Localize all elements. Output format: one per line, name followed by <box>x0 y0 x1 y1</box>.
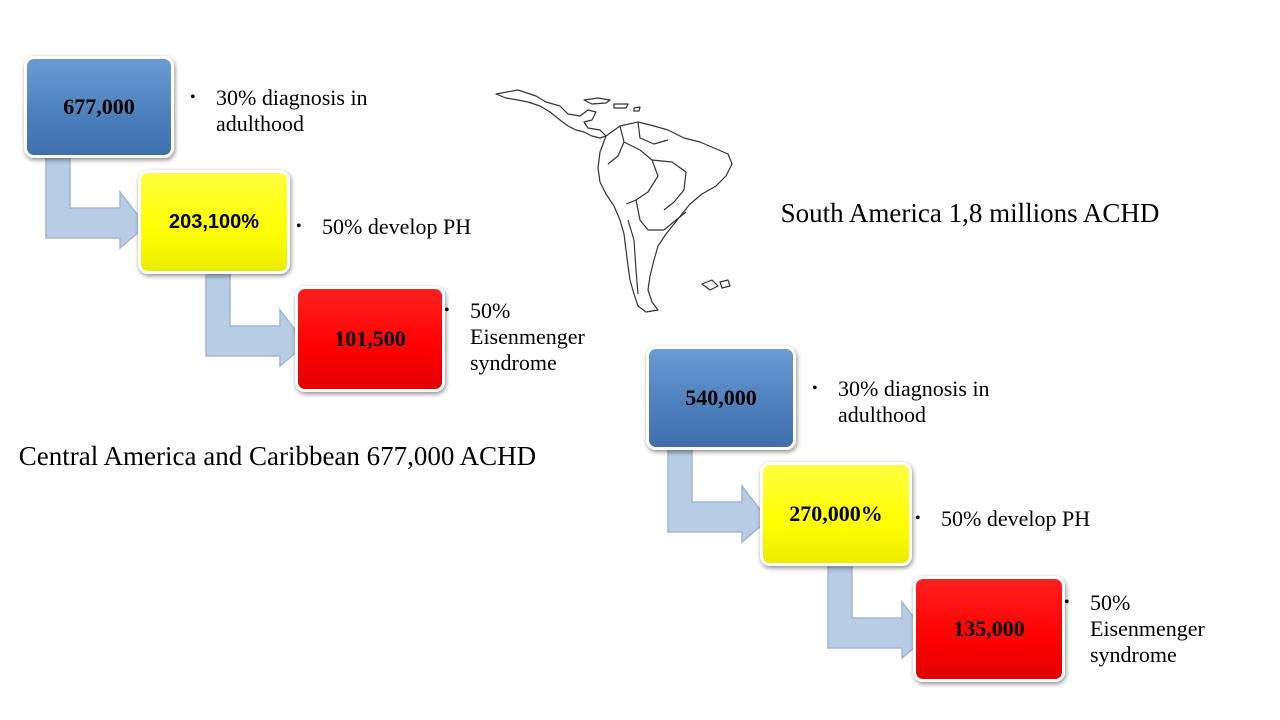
left-step-3-note: • 50% Eisenmenger syndrome <box>444 298 585 375</box>
latin-america-map-icon <box>495 89 733 313</box>
bullet-icon: • <box>190 89 196 106</box>
bullet-icon: • <box>812 380 818 397</box>
right-step-2-note: • 50% develop PH <box>915 506 1091 531</box>
left-step-3-box: 101,500 <box>295 286 445 392</box>
right-step-1-box: 540,000 <box>646 346 796 450</box>
left-arrow-1 <box>45 153 148 250</box>
right-step-3-box: 135,000 <box>913 576 1065 682</box>
right-arrow-1 <box>667 447 770 544</box>
right-step-1-note: • 30% diagnosis in adulthood <box>812 376 990 427</box>
right-step-2-box: 270,000% <box>760 462 912 566</box>
bullet-icon: • <box>444 302 450 319</box>
bullet-icon: • <box>915 510 921 527</box>
bullet-icon: • <box>296 218 302 235</box>
left-step-1-box: 677,000 <box>24 56 174 158</box>
left-step-2-note: • 50% develop PH <box>296 214 472 239</box>
left-arrow-2 <box>205 271 308 368</box>
left-step-1-note: • 30% diagnosis in adulthood <box>190 85 368 136</box>
right-step-3-note: • 50% Eisenmenger syndrome <box>1064 590 1205 667</box>
right-region-title: South America 1,8 millions ACHD <box>780 198 1160 228</box>
left-region-title: Central America and Caribbean 677,000 AC… <box>18 441 537 471</box>
left-step-2-box: 203,100% <box>138 170 290 274</box>
bullet-icon: • <box>1064 594 1070 611</box>
